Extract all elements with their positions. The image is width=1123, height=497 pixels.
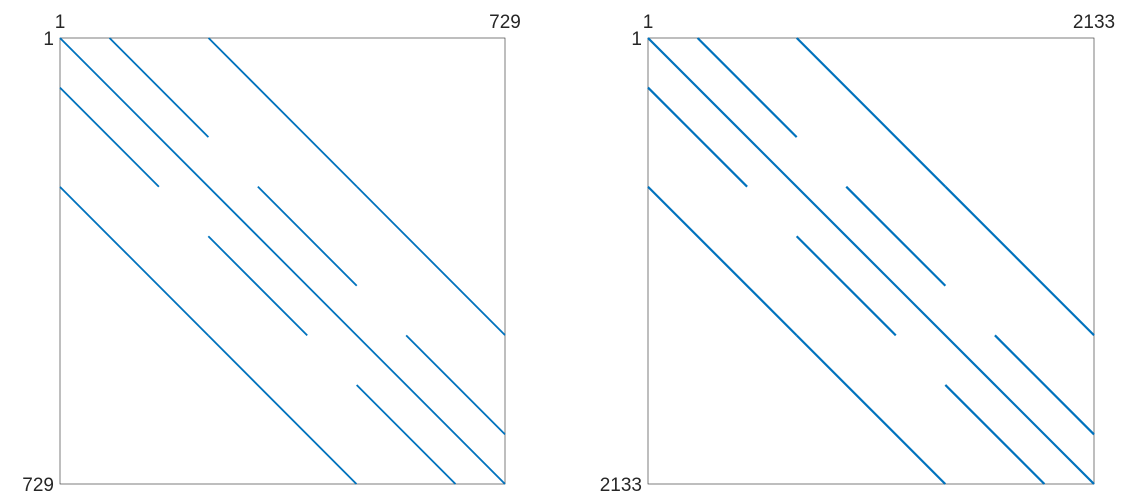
diagonal-segment-offset--711-0	[647, 185, 798, 337]
diagonal-segment-offset--81-2	[356, 384, 457, 485]
x-tick-label-first: 1	[643, 12, 654, 33]
diagonal-segment-offset-81-1	[257, 186, 358, 287]
nonzero-pattern	[647, 37, 1095, 485]
y-tick-label-last: 2133	[600, 475, 642, 496]
y-tick-label-last: 729	[22, 475, 54, 496]
x-tick-label-first: 1	[55, 12, 66, 33]
spy-plot-729: 1 729 1 729	[22, 12, 521, 496]
diagonal-segment-offset-237-2	[994, 334, 1095, 436]
diagonal-segment-offset--243-1	[207, 334, 358, 485]
diagonal-segment-offset--243-0	[59, 186, 209, 337]
y-tick-label-first: 1	[43, 29, 54, 50]
x-tick-label-last: 2133	[1073, 12, 1115, 33]
diagonal-segment-offset-81-2	[405, 334, 506, 436]
diagonal-segment-offset--81-1	[207, 235, 308, 337]
nonzero-pattern	[59, 37, 506, 485]
diagonal-segment-offset-81-0	[108, 37, 210, 138]
plot-frame	[647, 37, 1095, 485]
diagonal-segment-offset-237-0	[696, 37, 798, 138]
diagonal-segment-offset-711-1	[944, 185, 1095, 337]
diagonal-segment-offset--711-1	[795, 334, 947, 485]
plot-frame	[59, 37, 506, 485]
diagonal-segment-offset-0-0	[59, 37, 506, 485]
diagonal-segment-offset--237-0	[647, 86, 748, 188]
diagonal-segment-offset-243-0	[207, 37, 358, 188]
x-tick-label-last: 729	[489, 12, 521, 33]
y-tick-label-first: 1	[631, 29, 642, 50]
diagonal-segment-offset-237-1	[845, 185, 947, 287]
diagonal-segment-offset-243-1	[356, 186, 506, 336]
diagonal-segment-offset-711-0	[795, 37, 947, 188]
spy-plot-2133: 1 2133 1 2133	[600, 12, 1115, 496]
diagonal-segment-offset--237-2	[944, 384, 1046, 485]
diagonal-segment-offset--237-1	[795, 235, 897, 337]
diagonal-segment-offset--81-0	[59, 86, 160, 188]
diagonal-segment-offset-0-0	[647, 37, 1095, 485]
